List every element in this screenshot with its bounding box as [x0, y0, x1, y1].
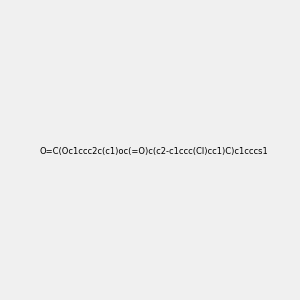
Text: O=C(Oc1ccc2c(c1)oc(=O)c(c2-c1ccc(Cl)cc1)C)c1cccs1: O=C(Oc1ccc2c(c1)oc(=O)c(c2-c1ccc(Cl)cc1)… [39, 147, 268, 156]
